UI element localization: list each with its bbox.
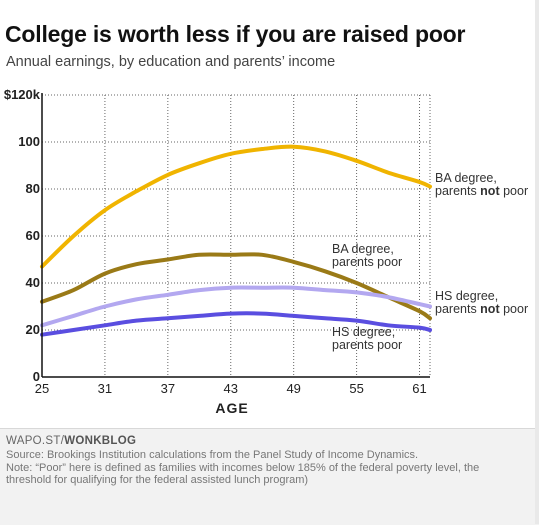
series-lines bbox=[40, 144, 432, 337]
x-tick-label: 25 bbox=[35, 381, 49, 396]
series-line-ba-not-poor bbox=[40, 144, 432, 269]
y-tick-label: 40 bbox=[26, 275, 40, 290]
label-ba-not-poor-line2: parents not poor bbox=[435, 184, 528, 198]
x-tick-label: 61 bbox=[412, 381, 426, 396]
credit-prefix: WAPO.ST/ bbox=[6, 435, 65, 447]
note-line-2: threshold for qualifying for the federal… bbox=[6, 474, 309, 486]
y-tick-label: 60 bbox=[26, 228, 40, 243]
y-tick-label: 80 bbox=[26, 181, 40, 196]
footnote: Source: Brookings Institution calculatio… bbox=[6, 449, 534, 487]
label-hs-not-poor-line1: HS degree, bbox=[435, 289, 498, 303]
x-tick-label: 43 bbox=[224, 381, 238, 396]
x-tick-label: 37 bbox=[161, 381, 175, 396]
note-line-1: Note: “Poor” here is defined as families… bbox=[6, 461, 480, 474]
y-tick-label: 20 bbox=[26, 322, 40, 337]
label-ba-not-poor-line1: BA degree, bbox=[435, 171, 497, 185]
chart-title: College is worth less if you are raised … bbox=[5, 21, 466, 47]
chart-subtitle: Annual earnings, by education and parent… bbox=[6, 54, 336, 70]
x-tick-label: 55 bbox=[349, 381, 363, 396]
label-hs-poor-line1: HS degree, bbox=[332, 325, 395, 339]
label-ba-poor-line1: BA degree, bbox=[332, 242, 394, 256]
label-hs-not-poor-line2: parents not poor bbox=[435, 302, 528, 316]
chart-axes bbox=[41, 93, 430, 378]
credit-line: WAPO.ST/WONKBLOG bbox=[6, 435, 136, 447]
label-ba-poor-line2: parents poor bbox=[332, 255, 402, 269]
y-tick-label: 0 bbox=[33, 369, 40, 384]
source-text: Source: Brookings Institution calculatio… bbox=[6, 449, 419, 461]
series-line-hs-poor bbox=[40, 311, 432, 337]
x-tick-label: 31 bbox=[98, 381, 112, 396]
y-tick-label: 100 bbox=[18, 134, 40, 149]
footer: WAPO.ST/WONKBLOG Source: Brookings Insti… bbox=[0, 428, 539, 525]
x-axis-label: AGE bbox=[215, 400, 248, 416]
series-line-hs-not-poor bbox=[40, 285, 432, 328]
earnings-line-chart: 0 20 40 60 80 100 $120k 25 31 37 43 49 55 61 BA degre… bbox=[4, 87, 528, 416]
y-tick-label: $120k bbox=[4, 87, 41, 102]
page-edge bbox=[535, 0, 539, 524]
tick-labels: 0 20 40 60 80 100 $120k 25 31 37 43 49 55 61 bbox=[4, 87, 427, 396]
credit-brand: WONKBLOG bbox=[64, 435, 137, 447]
label-hs-poor-line2: parents poor bbox=[332, 338, 402, 352]
x-tick-label: 49 bbox=[286, 381, 300, 396]
